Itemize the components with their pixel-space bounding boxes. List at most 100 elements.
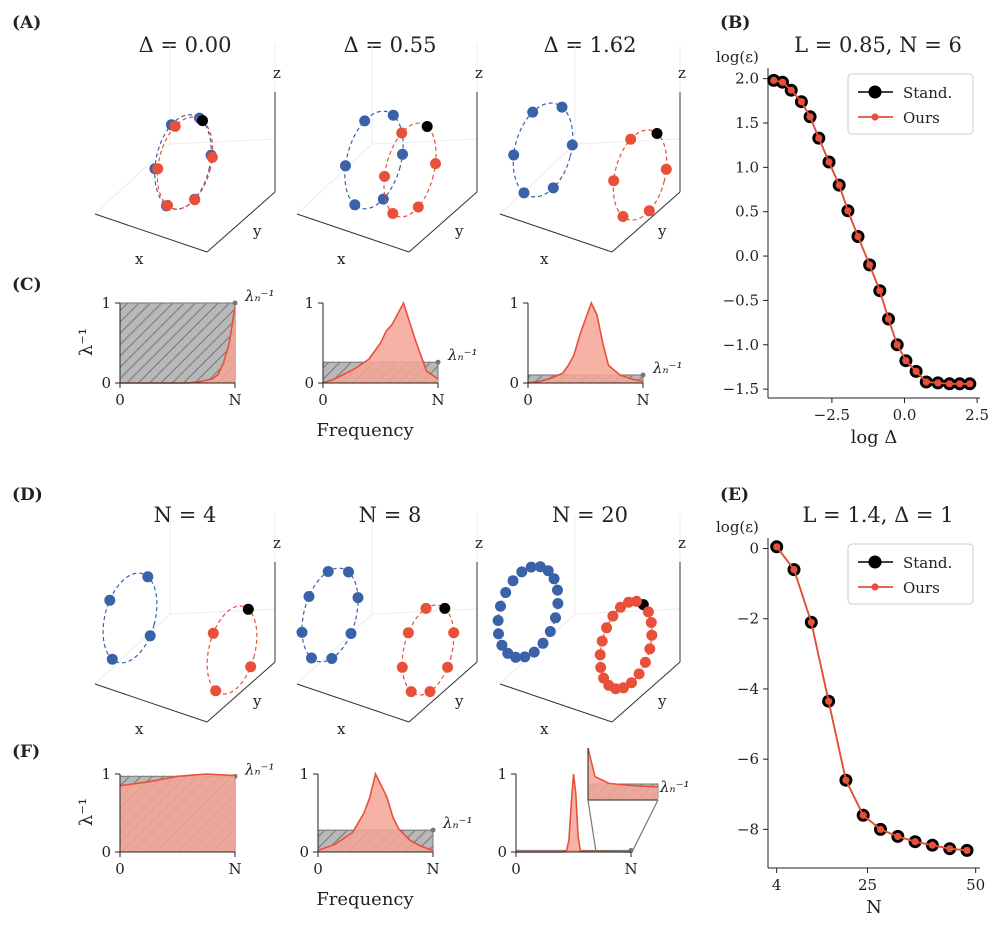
panel-d-rings xyxy=(102,561,658,698)
a2-blue-ring-point xyxy=(377,193,389,205)
e-series-ours-point xyxy=(825,697,833,705)
e-legend-stand-marker xyxy=(868,555,882,569)
b-xtick-label: 2.5 xyxy=(965,406,989,424)
b-title: L = 0.85, N = 6 xyxy=(794,33,962,57)
f-plot-1-xtick-label: N xyxy=(228,860,241,878)
b-series-ours-point xyxy=(825,158,833,166)
d3-red-ring-point xyxy=(598,672,610,684)
d3-blue-ring-point xyxy=(496,639,508,651)
a2-blue-ring-point xyxy=(340,160,351,172)
d3-red-ring-point xyxy=(601,622,613,634)
panel-b-chart: −2.5 0.0 2.5 2.0 1.5 1.0 0.5 0.0 −0.5 −1.0 −1.5 L =… xyxy=(716,33,989,448)
a-title-1: Δ = 0.00 xyxy=(139,33,232,57)
d2-blue-ring-point xyxy=(343,566,354,578)
panel-label-d: (D) xyxy=(12,485,43,505)
b-xtick-label: 0.0 xyxy=(893,406,917,424)
f-plot-1-ytick-label: 0 xyxy=(101,843,111,861)
e-legend-ours-marker xyxy=(871,583,879,591)
f-inset-line xyxy=(587,747,659,788)
d3-blue-ring-point xyxy=(519,651,531,663)
c-plot-3-xtick-label: 0 xyxy=(523,391,533,409)
e-series-ours-point xyxy=(773,543,781,551)
d3-red-ring-point xyxy=(595,662,607,673)
f-plot-2-xtick-label: N xyxy=(426,860,439,878)
a1-red-ring-point xyxy=(162,199,173,211)
a3-blue-ring-orbit xyxy=(512,102,574,198)
e-xtick-label: 4 xyxy=(772,876,782,894)
d1-blue-ring-point xyxy=(144,630,156,642)
a-box-1-back-edge xyxy=(94,44,276,215)
b-series-ours-point xyxy=(876,287,884,295)
c-plot-2-ytick-label: 0 xyxy=(304,374,314,392)
d-box-1-x-label: x xyxy=(135,720,144,738)
d-box-2-y-axis xyxy=(408,661,478,723)
e-xtick-label: 25 xyxy=(858,876,877,894)
a3-blue-ring-point xyxy=(508,149,520,161)
a3-red-ring-point xyxy=(617,211,629,222)
d2-blue-ring-point xyxy=(326,653,338,664)
a-box-1-y-axis xyxy=(206,191,276,253)
a2-blue-ring-orbit xyxy=(344,110,404,210)
d3-blue-ring-point xyxy=(525,561,537,573)
a2-blue-ring-point xyxy=(359,115,371,127)
b-legend-ours-label: Ours xyxy=(903,109,940,127)
d3-blue-ring-point xyxy=(492,615,504,626)
d3-red-ring-point xyxy=(645,617,657,628)
a2-blue-ring-point xyxy=(397,148,408,160)
b-ytick-label: −0.5 xyxy=(723,291,759,309)
d3-blue-ring-point xyxy=(552,598,564,609)
f-xlabel: Frequency xyxy=(316,889,414,910)
c-ylabel: λ⁻¹ xyxy=(76,328,97,356)
c-plot-1-lambda-area xyxy=(119,302,236,384)
b-ytick-label: −1.5 xyxy=(723,380,759,398)
a-box-1-x-axis xyxy=(94,213,208,253)
f-inset-lambda-label: λₙ⁻¹ xyxy=(659,778,690,796)
f-plot-2-lambda-label: λₙ⁻¹ xyxy=(442,814,473,832)
c-plot-1-ytick-label: 0 xyxy=(101,374,111,392)
b-ylabel: log(ε) xyxy=(716,48,759,66)
d2-blue-ring-point xyxy=(296,626,308,638)
d-box-2-y-label: y xyxy=(454,692,464,710)
d1-blue-ring-orbit xyxy=(102,572,158,664)
d3-blue-ring-point xyxy=(534,561,546,573)
d3-red-ring-point xyxy=(633,668,645,680)
c-xlabel: Frequency xyxy=(316,420,414,441)
d2-red-ring-orbit xyxy=(401,604,455,696)
panel-label-a: (A) xyxy=(12,13,41,33)
e-ytick-label: 0 xyxy=(749,540,759,558)
a1-red-ring-point xyxy=(189,194,201,206)
a-box-3-x-axis xyxy=(499,213,613,253)
f-plot-2-ytick-label: 0 xyxy=(299,843,309,861)
a3-blue-ring-point xyxy=(547,182,559,194)
a-box-2-y-axis xyxy=(408,191,478,253)
e-series-ours-point xyxy=(842,776,850,784)
b-series-ours-point xyxy=(835,181,843,189)
b-series-ours-point xyxy=(912,367,920,375)
b-series-ours-point xyxy=(966,380,974,388)
b-series-ours-point xyxy=(787,86,795,94)
c-plot-1-lambda-label: λₙ⁻¹ xyxy=(244,287,275,305)
a-box-1-x-label: x xyxy=(135,250,144,268)
f-plot-1-spectrum-line xyxy=(119,773,236,787)
a-box-1-z-label: z xyxy=(273,64,281,82)
a3-red-ring-point xyxy=(643,205,655,217)
d2-red-ring-point xyxy=(442,661,454,673)
d-box-1-z-label: z xyxy=(273,534,281,552)
e-series-ours-point xyxy=(911,838,919,846)
c-plot-2-ytick-label: 1 xyxy=(304,294,314,312)
b-ytick-label: −1.0 xyxy=(723,336,759,354)
f-plot-1-ytick-label: 1 xyxy=(101,765,111,783)
e-ylabel: log(ε) xyxy=(716,518,759,536)
d3-blue-ring-point xyxy=(544,626,556,637)
e-ytick-label: −8 xyxy=(737,820,759,838)
a3-blue-ring-point xyxy=(518,187,530,199)
panel-label-f: (F) xyxy=(12,742,40,762)
e-series-ours-point xyxy=(928,841,937,849)
b-legend-stand-marker xyxy=(868,85,882,99)
d3-blue-ring-point xyxy=(528,646,540,658)
c-plot-1-xtick-label: 0 xyxy=(115,391,125,409)
b-series-ours-point xyxy=(806,113,814,121)
d2-blue-ring-point xyxy=(345,628,357,639)
b-xtick-label: −2.5 xyxy=(814,406,850,424)
a1-red-ring-point xyxy=(206,151,218,163)
